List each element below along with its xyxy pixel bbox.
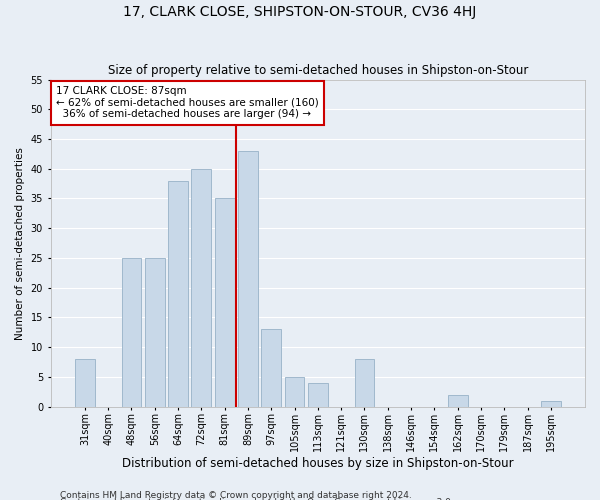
Text: Contains public sector information licensed under the Open Government Licence v3: Contains public sector information licen…: [60, 498, 454, 500]
Bar: [541, 400, 561, 406]
Bar: [448, 394, 467, 406]
Bar: [355, 359, 374, 406]
Text: 17, CLARK CLOSE, SHIPSTON-ON-STOUR, CV36 4HJ: 17, CLARK CLOSE, SHIPSTON-ON-STOUR, CV36…: [124, 5, 476, 19]
X-axis label: Distribution of semi-detached houses by size in Shipston-on-Stour: Distribution of semi-detached houses by …: [122, 457, 514, 470]
Bar: [308, 383, 328, 406]
Bar: [262, 330, 281, 406]
Bar: [122, 258, 142, 406]
Bar: [75, 359, 95, 406]
Y-axis label: Number of semi-detached properties: Number of semi-detached properties: [15, 146, 25, 340]
Bar: [215, 198, 235, 406]
Bar: [168, 180, 188, 406]
Title: Size of property relative to semi-detached houses in Shipston-on-Stour: Size of property relative to semi-detach…: [107, 64, 528, 77]
Bar: [238, 151, 258, 406]
Text: Contains HM Land Registry data © Crown copyright and database right 2024.: Contains HM Land Registry data © Crown c…: [60, 490, 412, 500]
Bar: [191, 169, 211, 406]
Bar: [284, 377, 304, 406]
Bar: [145, 258, 164, 406]
Text: 17 CLARK CLOSE: 87sqm
← 62% of semi-detached houses are smaller (160)
  36% of s: 17 CLARK CLOSE: 87sqm ← 62% of semi-deta…: [56, 86, 319, 120]
